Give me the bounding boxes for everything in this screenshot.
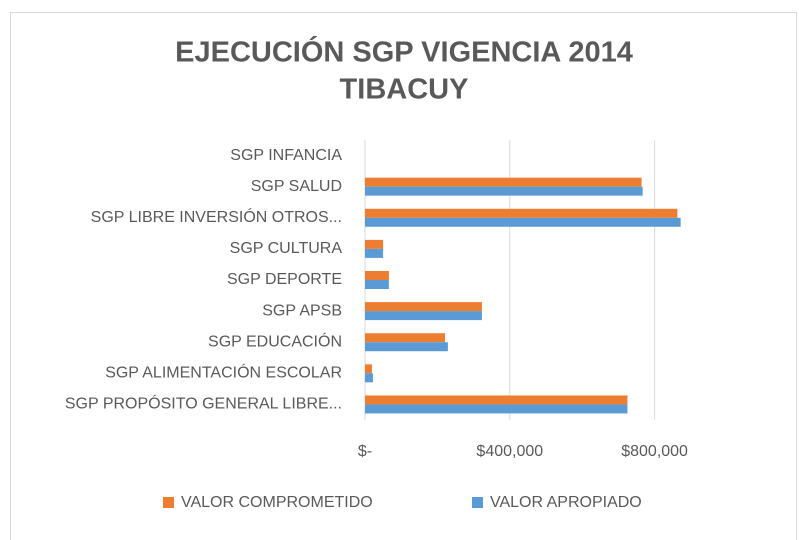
bar [365, 373, 373, 383]
bar [365, 364, 372, 374]
y-tick-label: SGP SALUD [251, 178, 342, 195]
bar [365, 217, 681, 227]
bar [365, 302, 482, 312]
y-tick-label: SGP EDUCACIÓN [208, 331, 342, 350]
bar [365, 186, 643, 196]
bar [365, 280, 389, 289]
x-tick-label: $800,000 [621, 443, 688, 460]
chart-title: EJECUCIÓN SGP VIGENCIA 2014 [175, 35, 633, 69]
y-tick-label: SGP APSB [262, 302, 342, 319]
legend-label: VALOR COMPROMETIDO [181, 494, 373, 511]
bar [365, 177, 642, 187]
chart-title: TIBACUY [340, 74, 469, 106]
y-tick-label: SGP LIBRE INVERSIÓN OTROS... [91, 207, 342, 226]
bar [365, 342, 448, 352]
bar [365, 395, 628, 405]
y-tick-label: SGP INFANCIA [230, 147, 342, 164]
bar [365, 239, 384, 249]
legend-label: VALOR APROPIADO [490, 494, 642, 511]
bar [365, 208, 678, 218]
legend-swatch [163, 497, 174, 508]
x-tick-label: $- [358, 443, 372, 460]
bar [365, 311, 482, 321]
bar [365, 404, 628, 414]
x-tick-label: $400,000 [476, 443, 543, 460]
bar [365, 333, 446, 343]
bar [365, 271, 389, 280]
chart-border [10, 12, 797, 540]
legend-swatch [472, 497, 483, 508]
y-tick-label: SGP DEPORTE [227, 271, 342, 288]
y-tick-label: SGP ALIMENTACIÓN ESCOLAR [105, 363, 342, 382]
bar [365, 248, 384, 258]
y-tick-label: SGP CULTURA [230, 240, 343, 257]
y-tick-label: SGP PROPÓSITO GENERAL LIBRE... [65, 394, 342, 413]
